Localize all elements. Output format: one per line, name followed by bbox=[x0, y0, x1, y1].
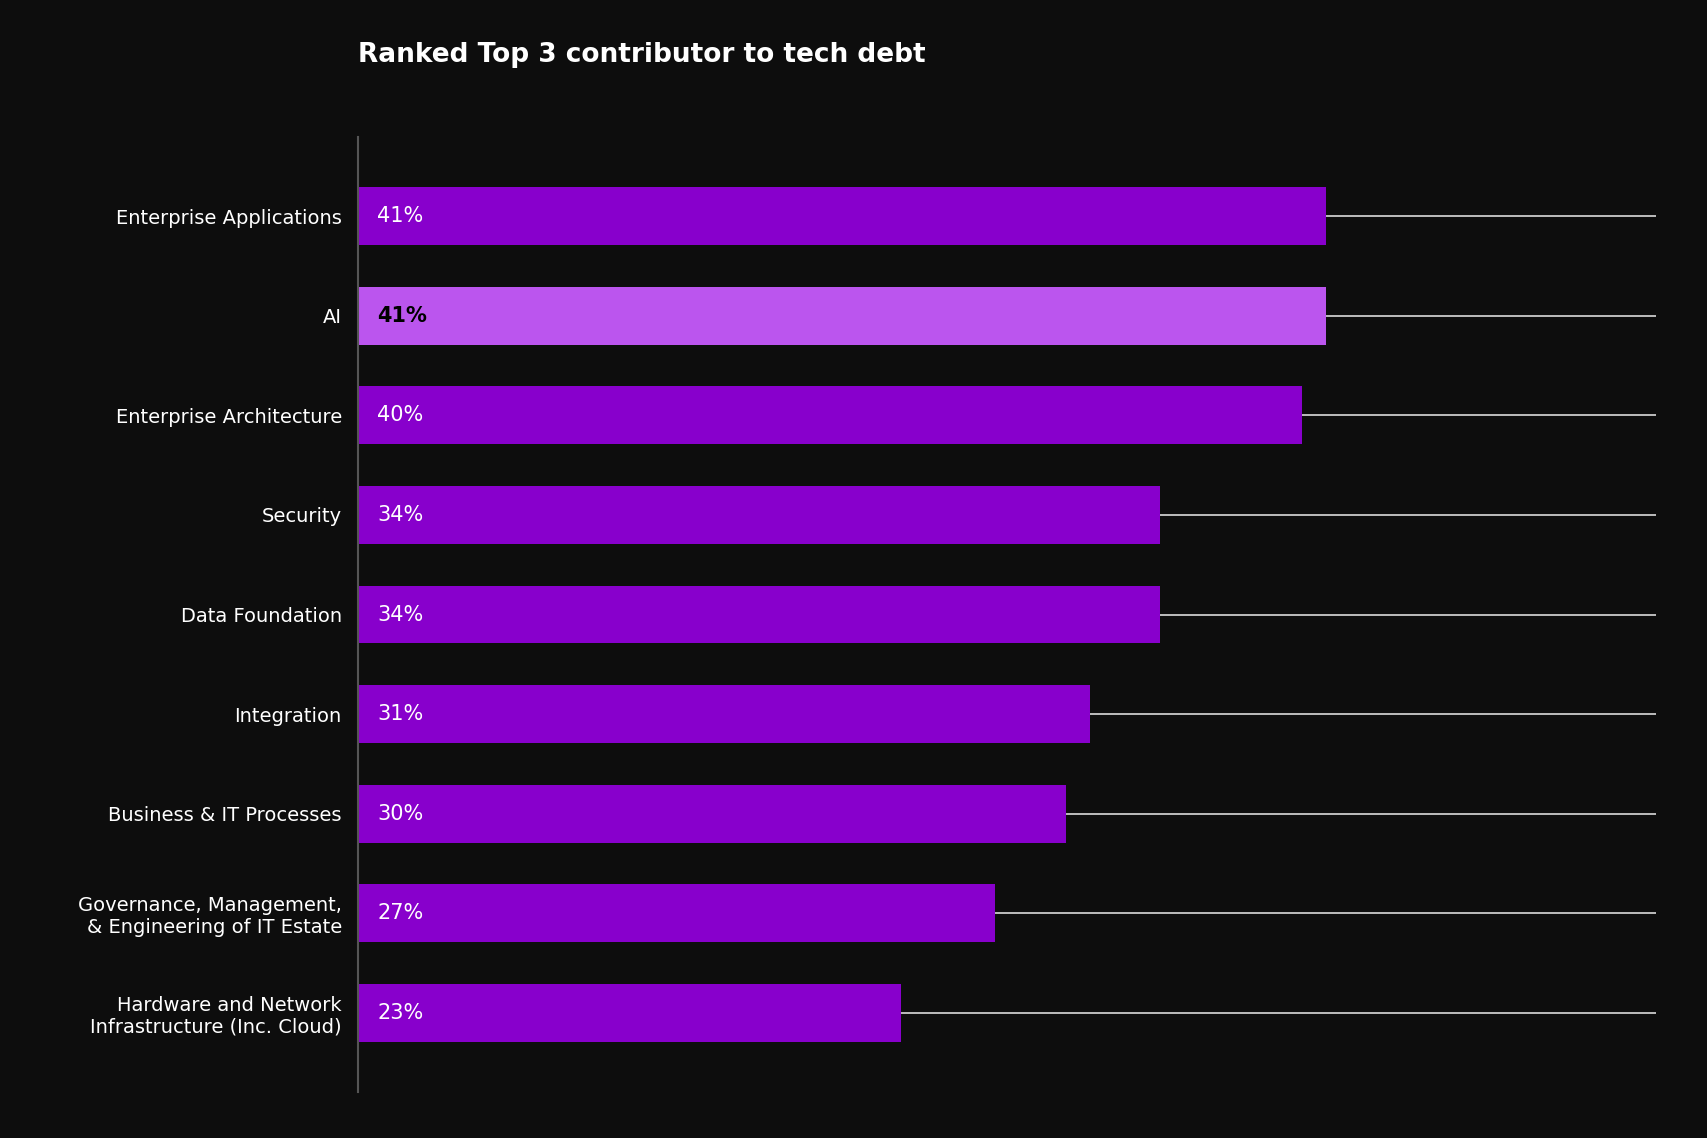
Bar bbox=[358, 685, 1089, 743]
Text: 34%: 34% bbox=[377, 604, 423, 625]
Text: 41%: 41% bbox=[377, 306, 427, 325]
Text: 23%: 23% bbox=[377, 1003, 423, 1023]
Text: 41%: 41% bbox=[377, 206, 423, 226]
Bar bbox=[358, 586, 1161, 643]
Bar bbox=[358, 884, 995, 942]
Text: 40%: 40% bbox=[377, 405, 423, 426]
Text: Ranked Top 3 contributor to tech debt: Ranked Top 3 contributor to tech debt bbox=[358, 42, 927, 68]
Text: 27%: 27% bbox=[377, 904, 423, 923]
Text: 34%: 34% bbox=[377, 505, 423, 525]
Bar bbox=[358, 387, 1302, 444]
Bar bbox=[358, 785, 1067, 842]
Bar bbox=[358, 486, 1161, 544]
Text: 30%: 30% bbox=[377, 803, 423, 824]
Text: 31%: 31% bbox=[377, 704, 423, 724]
Bar bbox=[358, 287, 1326, 345]
Bar bbox=[358, 188, 1326, 245]
Bar bbox=[358, 984, 901, 1041]
